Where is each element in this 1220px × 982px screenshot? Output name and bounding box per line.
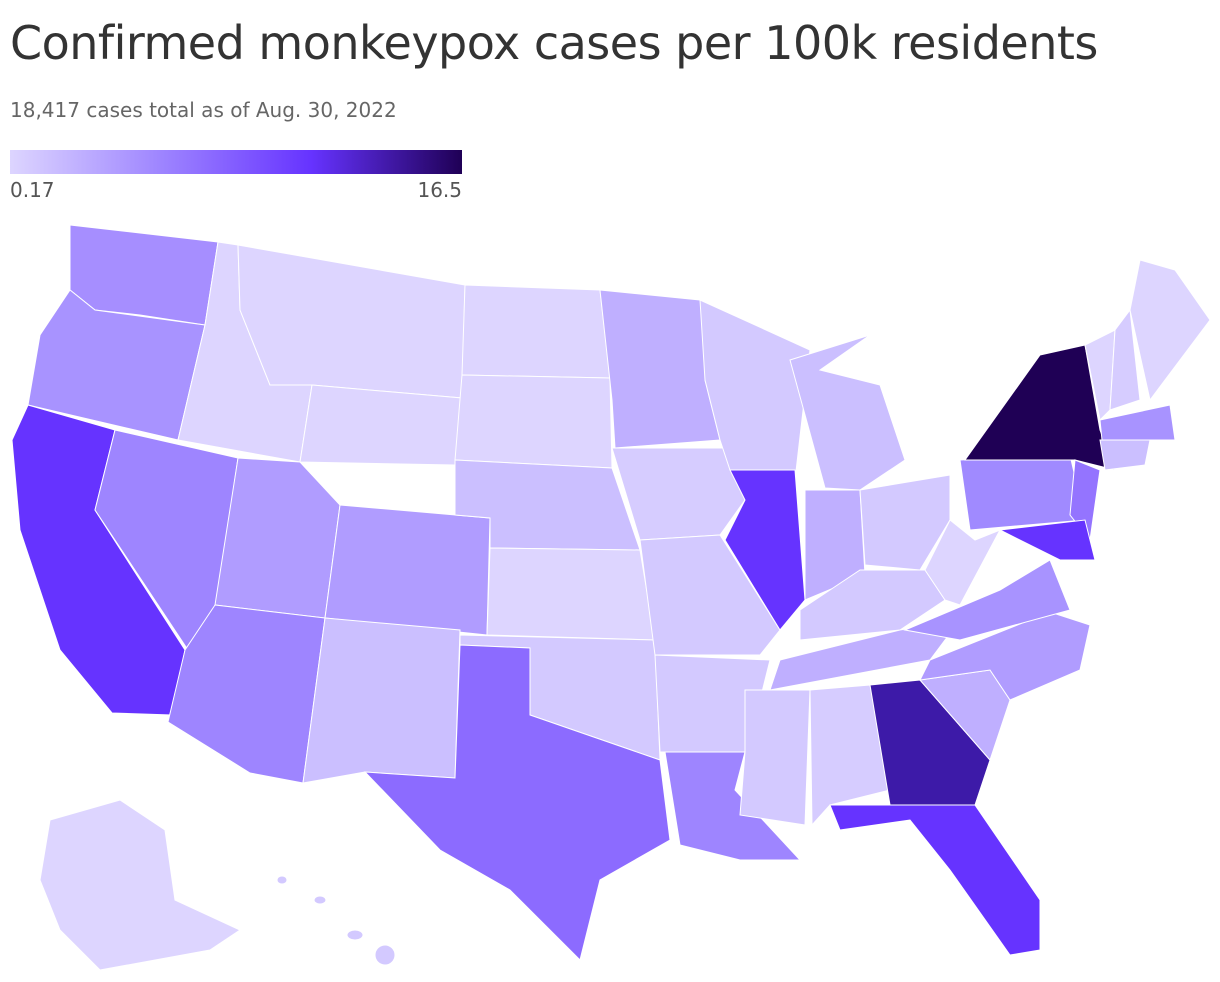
states bbox=[11, 224, 1211, 971]
legend-min: 0.17 bbox=[10, 178, 55, 202]
legend-gradient bbox=[10, 150, 462, 174]
title: Confirmed monkeypox cases per 100k resid… bbox=[10, 16, 1098, 70]
legend-max: 16.5 bbox=[417, 178, 462, 202]
subtitle: 18,417 cases total as of Aug. 30, 2022 bbox=[10, 98, 397, 122]
